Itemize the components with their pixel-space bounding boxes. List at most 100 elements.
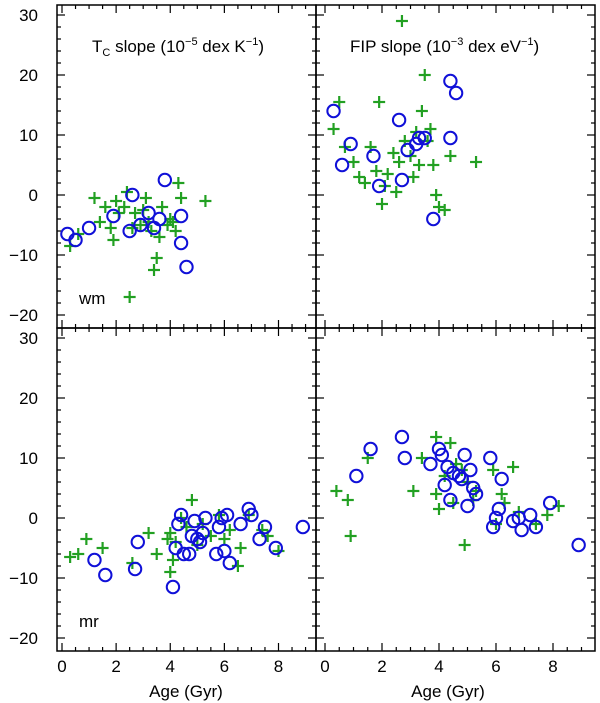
circle-marker — [394, 429, 410, 445]
plus-marker — [458, 539, 471, 551]
plus-marker — [64, 551, 77, 563]
plus-marker — [223, 524, 236, 536]
circle-marker — [257, 519, 273, 535]
plus-marker — [107, 234, 120, 246]
plus-marker — [164, 527, 177, 539]
plus-marker — [153, 231, 166, 243]
circle-marker — [468, 486, 484, 502]
circle-marker — [141, 205, 156, 221]
circle-marker — [437, 477, 452, 493]
plus-marker — [150, 252, 163, 264]
circle-marker — [451, 468, 467, 484]
plus-marker — [180, 521, 193, 533]
plus-marker — [430, 431, 443, 443]
plus-marker — [541, 509, 554, 521]
title-tc-rest: slope (10 — [110, 37, 185, 56]
title-tc-main: T — [92, 37, 102, 56]
title-tc-unit-exp: −1 — [246, 36, 259, 48]
circle-marker — [252, 531, 267, 547]
xlabel-left: Age (Gyr) — [149, 682, 223, 701]
y-tick-label: −10 — [9, 246, 38, 265]
title-tc-sub: C — [102, 47, 110, 59]
x-tick-label: 4 — [434, 657, 443, 676]
plus-marker — [373, 96, 386, 108]
plus-marker — [145, 225, 158, 237]
circle-marker — [173, 507, 189, 523]
circle-marker — [400, 142, 415, 158]
circle-marker — [485, 519, 501, 535]
title-fip-unit: dex eV — [463, 37, 521, 56]
plus-marker — [347, 156, 360, 168]
plus-marker — [80, 533, 93, 545]
plus-marker — [234, 542, 247, 554]
plus-marker — [185, 494, 198, 506]
circle-marker — [371, 178, 387, 194]
title-tc-close: ) — [258, 37, 264, 56]
plus-marker — [444, 150, 457, 162]
plus-marker — [164, 566, 177, 578]
plus-marker — [327, 123, 340, 135]
circle-marker — [423, 456, 438, 472]
plus-marker — [444, 437, 457, 449]
circle-marker — [363, 441, 378, 457]
circle-marker — [171, 516, 186, 532]
title-fip-exp: −3 — [451, 36, 464, 48]
x-tick-label: 2 — [111, 657, 120, 676]
circle-marker — [443, 492, 458, 508]
circle-marker — [219, 507, 235, 523]
plus-marker — [376, 198, 388, 210]
y-tick-label: −20 — [9, 306, 38, 325]
plus-marker — [353, 171, 366, 183]
circle-marker — [483, 450, 498, 466]
circle-marker — [454, 471, 469, 487]
plus-marker — [212, 509, 225, 521]
plus-marker — [344, 530, 357, 542]
circle-marker — [463, 462, 478, 478]
circle-marker — [165, 579, 181, 595]
plus-marker — [218, 533, 231, 545]
plus-marker — [166, 554, 179, 566]
plus-marker — [387, 147, 400, 159]
circle-marker — [106, 208, 121, 224]
circle-marker — [127, 561, 143, 577]
panel-frame-fip-mr — [315, 327, 596, 652]
circle-marker — [192, 534, 208, 550]
circle-marker — [176, 546, 191, 562]
y-tick-label: 20 — [19, 389, 38, 408]
y-tick-label: 10 — [19, 449, 38, 468]
plus-marker — [99, 201, 112, 213]
circle-marker — [173, 208, 189, 224]
circle-marker — [460, 498, 475, 514]
circle-marker — [222, 555, 237, 571]
circle-marker — [349, 468, 364, 484]
plus-marker — [407, 171, 420, 183]
plus-marker — [156, 201, 169, 213]
plus-marker — [470, 156, 483, 168]
plus-marker — [142, 527, 155, 539]
circle-marker — [198, 510, 213, 526]
circle-marker — [295, 519, 311, 535]
title-tc: TC slope (10−5 dex K−1) — [92, 36, 264, 59]
plus-marker — [418, 69, 431, 81]
circle-marker — [268, 540, 283, 556]
title-tc-exp: −5 — [185, 36, 198, 48]
plus-marker — [507, 461, 520, 473]
plus-marker — [199, 195, 212, 207]
circle-marker — [326, 103, 341, 119]
circle-marker — [434, 447, 450, 463]
title-fip: FIP slope (10−3 dex eV−1) — [350, 36, 539, 56]
circle-marker — [343, 136, 358, 152]
plus-marker — [104, 222, 117, 234]
plus-marker — [433, 201, 445, 213]
plus-marker — [272, 545, 285, 557]
plus-marker — [413, 159, 426, 171]
ticks-layer: −20 −10 0 10 20 30 −20 −10 0 10 20 30 0 2 4 6 8 0 2 4 6 8 — [9, 5, 595, 676]
plus-marker — [447, 497, 460, 509]
plus-marker — [487, 464, 500, 476]
x-tick-label: 6 — [491, 657, 500, 676]
plus-marker — [415, 105, 428, 117]
plus-marker — [231, 560, 244, 572]
circle-marker — [133, 217, 148, 233]
y-tick-label: −20 — [9, 629, 38, 648]
